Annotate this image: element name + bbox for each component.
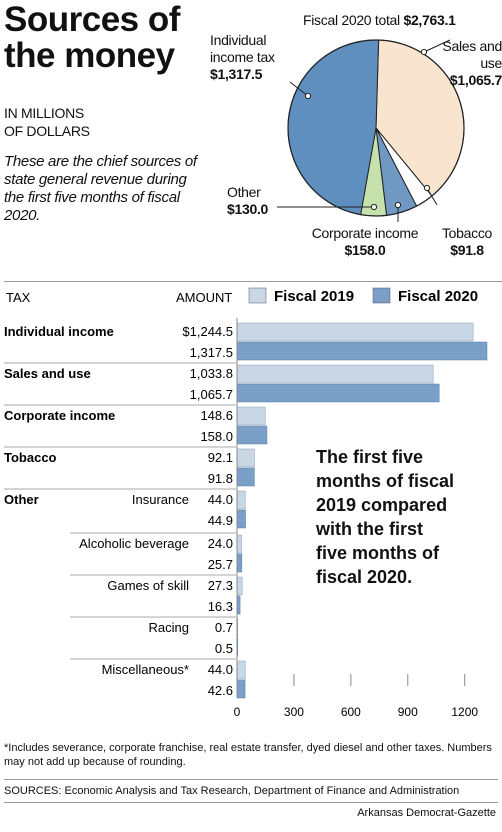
bar-chart: TAX AMOUNT Fiscal 2019 Fiscal 2020 Indivi… <box>4 287 488 719</box>
footnote: *Includes severance, corporate franchise… <box>4 742 492 768</box>
value-label-fy2020: 16.3 <box>208 599 233 614</box>
bar-fy2020 <box>236 509 246 529</box>
units-note: IN MILLIONS OF DOLLARS <box>4 104 90 140</box>
pie-label-sales: Sales and use $1,065.7 <box>432 38 502 89</box>
chart-annotation: The first five months of fiscal 2019 com… <box>316 447 455 587</box>
column-header-tax: TAX <box>6 290 31 305</box>
category-label: Individual income <box>4 324 114 339</box>
pie-total: Fiscal 2020 total $2,763.1 <box>303 12 456 29</box>
bar-fy2019 <box>236 576 243 596</box>
subcategory-label: Miscellaneous* <box>102 662 189 677</box>
bar-fy2019 <box>236 322 474 342</box>
subcategory-label: Alcoholic beverage <box>79 536 189 551</box>
subcategory-label: Games of skill <box>107 578 189 593</box>
units-line-1: IN MILLIONS <box>4 105 84 121</box>
value-label-fy2020: 158.0 <box>200 429 233 444</box>
column-header-amount: AMOUNT <box>176 290 232 305</box>
category-label: Tobacco <box>4 450 57 465</box>
category-label: Sales and use <box>4 366 91 381</box>
pie-chart <box>277 39 465 222</box>
legend-label-fy2020: Fiscal 2020 <box>398 288 478 305</box>
pie-label-individual-value: $1,317.5 <box>210 66 263 82</box>
pie-label-tobacco-text: Tobacco <box>441 225 493 241</box>
bar-fy2020 <box>236 425 268 445</box>
bar-fy2019 <box>236 490 246 510</box>
value-label-fy2019: 1,033.8 <box>190 366 233 381</box>
value-label-fy2020: 1,065.7 <box>190 387 233 402</box>
legend-swatch-fy2019 <box>248 287 267 304</box>
subcategory-label: Racing <box>149 620 189 635</box>
pie-label-other: Other $130.0 <box>227 184 287 218</box>
axis-tick-label: 0 <box>234 705 241 719</box>
title-line-1: Sources of <box>4 0 180 39</box>
bar-fy2019 <box>236 534 242 554</box>
pie-label-sales-value: $1,065.7 <box>449 72 502 88</box>
sources: SOURCES: Economic Analysis and Tax Resea… <box>4 785 460 797</box>
pie-label-individual: Individual income tax $1,317.5 <box>210 32 310 83</box>
value-label-fy2020: 42.6 <box>208 683 233 698</box>
pie-label-corporate-value: $158.0 <box>344 242 386 258</box>
value-label-fy2019: 24.0 <box>208 536 233 551</box>
bar-fy2020 <box>236 341 488 361</box>
value-label-fy2020: 0.5 <box>215 641 233 656</box>
value-label-fy2020: 25.7 <box>208 557 233 572</box>
bar-fy2020 <box>236 467 255 487</box>
pie-total-value: $2,763.1 <box>403 12 456 28</box>
value-label-fy2019: 44.0 <box>208 662 233 677</box>
pie-total-label: Fiscal 2020 total <box>303 12 400 28</box>
pie-label-other-value: $130.0 <box>227 201 269 217</box>
bar-fy2019 <box>236 406 266 426</box>
bar-fy2020 <box>236 679 246 699</box>
subcategory-label: Insurance <box>132 492 189 507</box>
units-line-2: OF DOLLARS <box>4 123 90 139</box>
pie-label-individual-text: Individual income tax <box>210 32 275 65</box>
value-label-fy2020: 91.8 <box>208 471 233 486</box>
value-label-fy2019: 148.6 <box>200 408 233 423</box>
value-label-fy2019: 27.3 <box>208 578 233 593</box>
pie-label-corporate-text: Corporate income <box>311 225 419 241</box>
pie-label-corporate: Corporate income $158.0 <box>300 225 430 259</box>
value-label-fy2019: 44.0 <box>208 492 233 507</box>
value-label-fy2019: 0.7 <box>215 620 233 635</box>
pie-label-other-text: Other <box>227 184 261 200</box>
value-label-fy2020: 44.9 <box>208 513 233 528</box>
axis-tick-label: 300 <box>284 705 304 719</box>
sources-divider <box>4 802 498 803</box>
axis-tick-label: 1200 <box>451 705 478 719</box>
footnote-divider <box>4 779 498 780</box>
value-label-fy2019: $1,244.5 <box>182 324 233 339</box>
bar-fy2019 <box>236 448 255 468</box>
section-divider <box>4 281 502 282</box>
category-label: Corporate income <box>4 408 115 423</box>
pie-label-tobacco-value: $91.8 <box>450 242 484 258</box>
legend-swatch-fy2020 <box>372 287 391 304</box>
pie-label-tobacco: Tobacco $91.8 <box>434 225 500 259</box>
bar-fy2019 <box>236 364 434 384</box>
title-line-2: the money <box>4 36 175 75</box>
bar-fy2020 <box>236 553 243 573</box>
category-label: Other <box>4 492 39 507</box>
axis-tick-label: 600 <box>341 705 361 719</box>
bar-fy2019 <box>236 660 246 680</box>
pie-label-sales-text: Sales and use <box>442 38 502 71</box>
bar-fy2020 <box>236 383 440 403</box>
page-title: Sources of the money <box>4 2 180 74</box>
value-label-fy2019: 92.1 <box>208 450 233 465</box>
intro-text: These are the chief sources of state gen… <box>4 153 197 224</box>
value-label-fy2020: 1,317.5 <box>190 345 233 360</box>
axis-tick-label: 900 <box>398 705 418 719</box>
credit: Arkansas Democrat-Gazette <box>357 807 496 819</box>
legend-label-fy2019: Fiscal 2019 <box>274 288 354 305</box>
